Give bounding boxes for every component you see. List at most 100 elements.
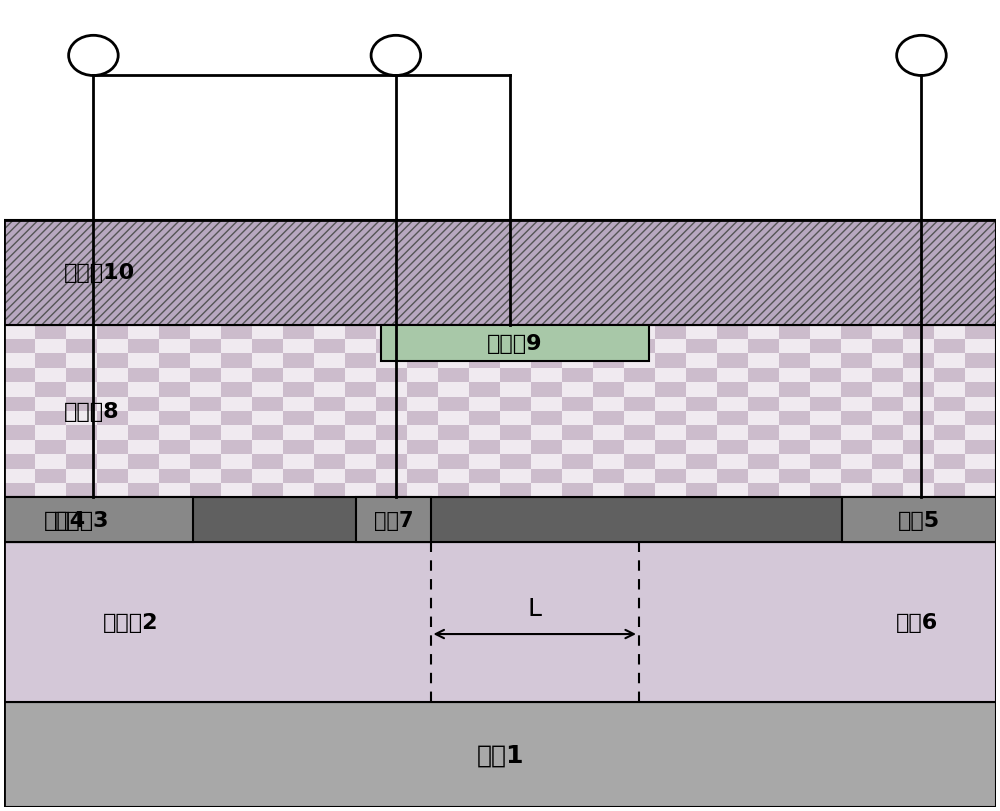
Bar [159,469,190,483]
Bar [407,469,438,483]
Bar [841,325,872,340]
Bar [35,354,66,368]
Bar [97,426,128,440]
Bar [810,354,841,368]
Bar [655,483,686,498]
Bar [221,397,252,411]
Bar [748,440,779,455]
Bar [190,325,221,340]
Bar [810,368,841,383]
Bar [283,383,314,397]
Bar [159,483,190,498]
Bar [35,411,66,426]
Bar [4,455,35,469]
Bar [562,440,593,455]
Bar [407,325,438,340]
Bar [190,469,221,483]
Bar [531,411,562,426]
Bar [4,397,35,411]
Bar [593,340,624,354]
Bar [934,397,965,411]
Bar [562,383,593,397]
Bar [4,221,996,325]
Bar [66,368,97,383]
Bar [35,340,66,354]
Bar [283,411,314,426]
Bar [593,397,624,411]
Bar [469,383,500,397]
Bar [407,455,438,469]
Bar [531,440,562,455]
Bar [345,383,376,397]
Bar [717,455,748,469]
Text: 源极4: 源极4 [44,510,86,530]
Bar [283,440,314,455]
Bar [810,455,841,469]
Bar [810,325,841,340]
Bar [407,368,438,383]
Bar [748,383,779,397]
Bar [748,397,779,411]
Bar [252,411,283,426]
Bar [252,325,283,340]
Bar [624,340,655,354]
Bar [903,340,934,354]
Bar [748,325,779,340]
Bar [97,411,128,426]
Bar [965,340,996,354]
Bar [314,340,345,354]
Bar [500,340,531,354]
Bar [190,483,221,498]
Bar [500,440,531,455]
Bar [97,455,128,469]
Bar [655,455,686,469]
Bar [221,368,252,383]
Bar [841,383,872,397]
Bar [903,368,934,383]
Bar [190,455,221,469]
Bar [128,440,159,455]
Bar [4,440,35,455]
Bar [748,483,779,498]
Bar [283,426,314,440]
Bar [4,354,35,368]
Bar [655,397,686,411]
Bar [842,498,996,542]
Bar [903,383,934,397]
Bar [97,368,128,383]
Bar [314,426,345,440]
Bar [717,426,748,440]
Bar [531,354,562,368]
Bar [965,440,996,455]
Bar [531,368,562,383]
Bar [469,354,500,368]
Bar [717,383,748,397]
Bar [593,383,624,397]
Bar [593,426,624,440]
Bar [469,426,500,440]
Bar [717,469,748,483]
Bar [686,368,717,383]
Bar [562,340,593,354]
Bar [407,411,438,426]
Bar [159,368,190,383]
Bar [376,340,407,354]
Bar [283,397,314,411]
Bar [128,426,159,440]
Bar [779,383,810,397]
Bar [190,426,221,440]
Bar [903,411,934,426]
Bar [4,498,996,542]
Bar [345,368,376,383]
Bar [686,325,717,340]
Bar [4,221,996,325]
Bar [562,325,593,340]
Bar [748,368,779,383]
Bar [407,340,438,354]
Bar [810,483,841,498]
Bar [376,455,407,469]
Bar [221,426,252,440]
Bar [655,469,686,483]
Bar [66,325,97,340]
Bar [97,383,128,397]
